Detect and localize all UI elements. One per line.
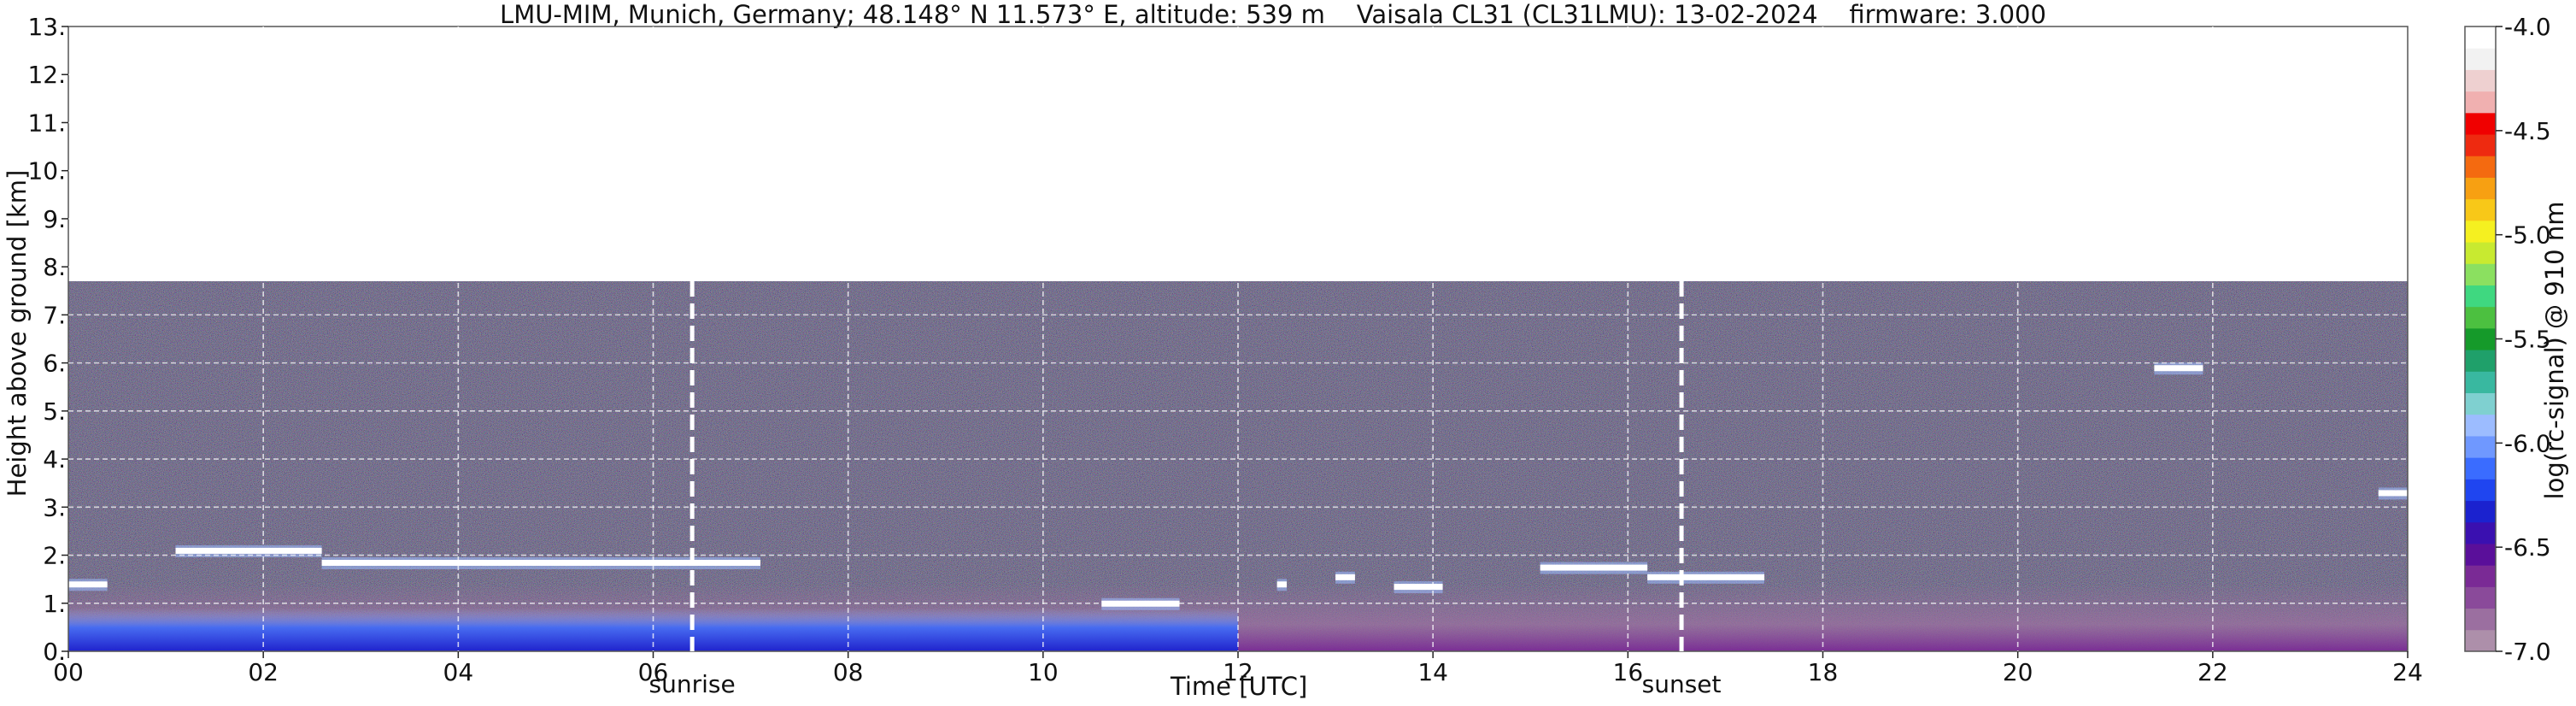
x-tick-label-16: 16 (1613, 658, 1644, 686)
colorbar-segment-11 (2465, 392, 2496, 415)
x-tick-label-08: 08 (833, 658, 864, 686)
colorbar-tick-label-0: -4.0 (2504, 13, 2551, 41)
colorbar-tick-label-5: -6.5 (2504, 533, 2551, 562)
colorbar-segment-6 (2465, 500, 2496, 523)
x-tick-label-18: 18 (1808, 658, 1839, 686)
colorbar-segment-25 (2465, 91, 2496, 114)
colorbar-segment-20 (2465, 198, 2496, 221)
colorbar-tick-label-4: -6.0 (2504, 429, 2551, 457)
colorbar-segment-22 (2465, 156, 2496, 178)
chart-title: LMU-MIM, Munich, Germany; 48.148° N 11.5… (500, 0, 2046, 29)
colorbar-segment-24 (2465, 112, 2496, 135)
cloud-layer-2 (321, 559, 760, 566)
colorbar: -4.0 -4.5 -5.0 -5.5 -6.0 -6.5 -7.0 (2464, 13, 2551, 666)
y-tick-label-2: 2. (43, 542, 66, 570)
x-tick-label-10: 10 (1028, 658, 1059, 686)
y-tick-label-8: 8. (43, 253, 66, 281)
colorbar-segment-16 (2465, 285, 2496, 308)
y-tick-label-0: 0. (43, 638, 66, 666)
y-tick-label-11: 11. (27, 109, 66, 137)
x-tick-label-22: 22 (2198, 658, 2228, 686)
y-tick-label-12: 12. (27, 61, 66, 89)
x-tick-label-24: 24 (2392, 658, 2423, 686)
colorbar-segment-21 (2465, 177, 2496, 200)
colorbar-segment-15 (2465, 306, 2496, 329)
colorbar-segment-12 (2465, 371, 2496, 394)
x-tick-label-02: 02 (248, 658, 279, 686)
cloud-layer-5 (1335, 574, 1355, 580)
y-tick-label-4: 4. (43, 445, 66, 474)
x-tick-label-06: 06 (638, 658, 669, 686)
cloud-layer-4 (1276, 581, 1288, 588)
y-tick-label-7: 7. (43, 301, 66, 329)
colorbar-tick-label-2: -5.0 (2504, 221, 2551, 250)
y-tick-label-1: 1. (43, 590, 66, 618)
colorbar-segment-13 (2465, 350, 2496, 372)
colorbar-segment-2 (2465, 586, 2496, 609)
x-tick-label-12: 12 (1223, 658, 1253, 686)
y-tick-label-6: 6. (43, 350, 66, 378)
colorbar-segment-5 (2465, 521, 2496, 544)
colorbar-segment-14 (2465, 327, 2496, 350)
colorbar-segment-7 (2465, 479, 2496, 502)
x-tick-label-14: 14 (1417, 658, 1448, 686)
colorbar-segment-27 (2465, 48, 2496, 70)
colorbar-segment-19 (2465, 220, 2496, 243)
cloud-layer-0 (68, 581, 108, 588)
colorbar-segment-28 (2465, 26, 2496, 49)
colorbar-segment-23 (2465, 134, 2496, 156)
cloud-layer-9 (2154, 365, 2203, 372)
colorbar-segment-8 (2465, 457, 2496, 479)
axes: 00 02 04 06 08 10 12 14 16 18 20 22 24 0. 1. 2. 3. 4. 5. 6.… (27, 13, 2422, 698)
colorbar-segment-17 (2465, 263, 2496, 285)
colorbar-segment-26 (2465, 69, 2496, 92)
colorbar-segment-18 (2465, 242, 2496, 264)
cloud-layer-1 (175, 547, 322, 554)
sunrise-label: sunrise (649, 670, 736, 698)
x-tick-label-04: 04 (443, 658, 474, 686)
colorbar-tick-label-1: -4.5 (2504, 117, 2551, 145)
colorbar-segment-4 (2465, 543, 2496, 566)
y-tick-label-13: 13. (27, 13, 66, 41)
cloud-layer-6 (1394, 584, 1443, 591)
sunset-label: sunset (1642, 670, 1722, 698)
cloud-layer-8 (1647, 574, 1765, 580)
y-tick-label-3: 3. (43, 493, 66, 521)
x-tick-label-00: 00 (53, 658, 84, 686)
colorbar-segment-9 (2465, 435, 2496, 458)
colorbar-segment-0 (2465, 629, 2496, 652)
colorbar-tick-label-6: -7.0 (2504, 638, 2551, 666)
colorbar-segment-1 (2465, 608, 2496, 631)
y-tick-label-9: 9. (43, 205, 66, 233)
colorbar-segment-10 (2465, 414, 2496, 437)
y-tick-label-10: 10. (27, 157, 66, 185)
cloud-layer-10 (2378, 490, 2408, 497)
colorbar-segment-3 (2465, 565, 2496, 587)
x-axis-label: Time [UTC] (1171, 672, 1308, 701)
colorbar-tick-label-3: -5.5 (2504, 326, 2551, 354)
cloud-layer-7 (1540, 564, 1648, 571)
x-tick-label-20: 20 (2003, 658, 2033, 686)
y-tick-label-5: 5. (43, 397, 66, 426)
